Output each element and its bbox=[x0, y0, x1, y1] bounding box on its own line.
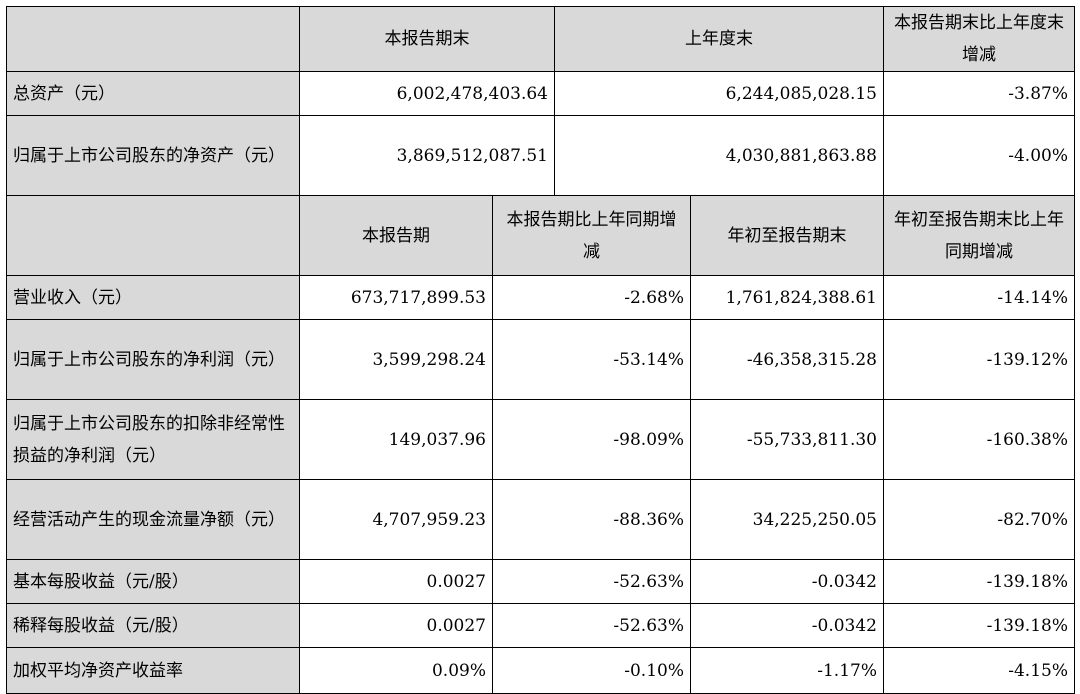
row-label-net-profit: 归属于上市公司股东的净利润（元） bbox=[6, 319, 300, 400]
cell-value: 0.0027 bbox=[299, 603, 493, 648]
top-header-blank bbox=[6, 6, 300, 72]
financial-data-table: 本报告期末 上年度末 本报告期末比上年度末增减 总资产（元） 6,002,478… bbox=[6, 6, 1075, 694]
row-label-basic-eps: 基本每股收益（元/股） bbox=[6, 559, 300, 604]
header-change-vs-prior-period: 本报告期比上年同期增减 bbox=[492, 195, 691, 276]
cell-value: 6,244,085,028.15 bbox=[554, 71, 884, 116]
cell-value: -46,358,315.28 bbox=[690, 319, 884, 400]
row-label-diluted-eps: 稀释每股收益（元/股） bbox=[6, 603, 300, 648]
cell-value: -0.10% bbox=[492, 647, 691, 694]
row-label-net-assets: 归属于上市公司股东的净资产（元） bbox=[6, 115, 300, 196]
table-row: 总资产（元） 6,002,478,403.64 6,244,085,028.15… bbox=[6, 71, 1075, 116]
table-row: 加权平均净资产收益率 0.09% -0.10% -1.17% -4.15% bbox=[6, 647, 1075, 694]
cell-value: 3,869,512,087.51 bbox=[299, 115, 555, 196]
bottom-header-blank bbox=[6, 195, 300, 276]
cell-value: -3.87% bbox=[883, 71, 1075, 116]
top-header-row: 本报告期末 上年度末 本报告期末比上年度末增减 bbox=[6, 6, 1075, 72]
cell-value: -160.38% bbox=[883, 399, 1075, 480]
cell-value: -55,733,811.30 bbox=[690, 399, 884, 480]
cell-value: 0.0027 bbox=[299, 559, 493, 604]
table-row: 经营活动产生的现金流量净额（元） 4,707,959.23 -88.36% 34… bbox=[6, 479, 1075, 560]
cell-value: 4,030,881,863.88 bbox=[554, 115, 884, 196]
cell-value: 0.09% bbox=[299, 647, 493, 694]
bottom-header-row: 本报告期 本报告期比上年同期增减 年初至报告期末 年初至报告期末比上年同期增减 bbox=[6, 195, 1075, 276]
cell-value: -52.63% bbox=[492, 559, 691, 604]
row-label-total-assets: 总资产（元） bbox=[6, 71, 300, 116]
cell-value: -4.15% bbox=[883, 647, 1075, 694]
cell-value: 6,002,478,403.64 bbox=[299, 71, 555, 116]
cell-value: 4,707,959.23 bbox=[299, 479, 493, 560]
cell-value: -1.17% bbox=[690, 647, 884, 694]
cell-value: -4.00% bbox=[883, 115, 1075, 196]
cell-value: 1,761,824,388.61 bbox=[690, 275, 884, 320]
cell-value: -98.09% bbox=[492, 399, 691, 480]
cell-value: -139.18% bbox=[883, 559, 1075, 604]
cell-value: -0.0342 bbox=[690, 603, 884, 648]
table-row: 归属于上市公司股东的净利润（元） 3,599,298.24 -53.14% -4… bbox=[6, 319, 1075, 400]
table-row: 归属于上市公司股东的净资产（元） 3,869,512,087.51 4,030,… bbox=[6, 115, 1075, 196]
cell-value: 34,225,250.05 bbox=[690, 479, 884, 560]
financial-table: 本报告期末 上年度末 本报告期末比上年度末增减 总资产（元） 6,002,478… bbox=[6, 6, 1075, 694]
cell-value: -0.0342 bbox=[690, 559, 884, 604]
header-change-vs-year-end: 本报告期末比上年度末增减 bbox=[883, 6, 1075, 72]
row-label-weighted-roe: 加权平均净资产收益率 bbox=[6, 647, 300, 694]
cell-value: -53.14% bbox=[492, 319, 691, 400]
row-label-operating-cash-flow: 经营活动产生的现金流量净额（元） bbox=[6, 479, 300, 560]
cell-value: -88.36% bbox=[492, 479, 691, 560]
cell-value: -139.18% bbox=[883, 603, 1075, 648]
header-current-period: 本报告期 bbox=[299, 195, 493, 276]
cell-value: -52.63% bbox=[492, 603, 691, 648]
header-prior-year-end: 上年度末 bbox=[554, 6, 884, 72]
table-row: 基本每股收益（元/股） 0.0027 -52.63% -0.0342 -139.… bbox=[6, 559, 1075, 604]
table-row: 营业收入（元） 673,717,899.53 -2.68% 1,761,824,… bbox=[6, 275, 1075, 320]
cell-value: -2.68% bbox=[492, 275, 691, 320]
cell-value: 673,717,899.53 bbox=[299, 275, 493, 320]
header-ytd-change: 年初至报告期末比上年同期增减 bbox=[883, 195, 1075, 276]
row-label-net-profit-excl-nonrecurring: 归属于上市公司股东的扣除非经常性损益的净利润（元） bbox=[6, 399, 300, 480]
table-row: 稀释每股收益（元/股） 0.0027 -52.63% -0.0342 -139.… bbox=[6, 603, 1075, 648]
cell-value: 3,599,298.24 bbox=[299, 319, 493, 400]
cell-value: -14.14% bbox=[883, 275, 1075, 320]
cell-value: 149,037.96 bbox=[299, 399, 493, 480]
row-label-revenue: 营业收入（元） bbox=[6, 275, 300, 320]
header-ytd: 年初至报告期末 bbox=[690, 195, 884, 276]
header-period-end: 本报告期末 bbox=[299, 6, 555, 72]
table-row: 归属于上市公司股东的扣除非经常性损益的净利润（元） 149,037.96 -98… bbox=[6, 399, 1075, 480]
cell-value: -139.12% bbox=[883, 319, 1075, 400]
cell-value: -82.70% bbox=[883, 479, 1075, 560]
